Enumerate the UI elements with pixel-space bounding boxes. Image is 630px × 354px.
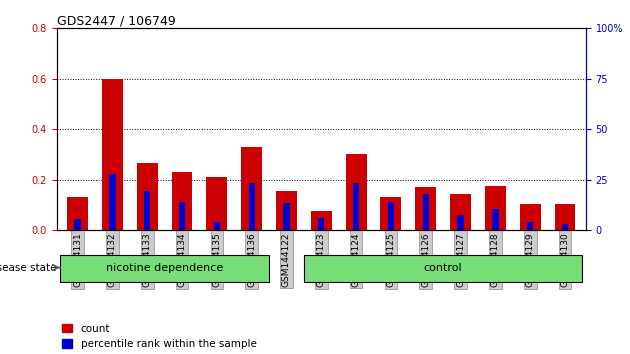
Bar bbox=[346, 154, 367, 230]
Text: GSM144132: GSM144132 bbox=[108, 232, 117, 287]
Text: control: control bbox=[424, 263, 462, 273]
Bar bbox=[520, 204, 541, 230]
Bar bbox=[276, 191, 297, 230]
Text: GSM144134: GSM144134 bbox=[178, 232, 186, 287]
Text: GSM144128: GSM144128 bbox=[491, 232, 500, 287]
Text: GDS2447 / 106749: GDS2447 / 106749 bbox=[57, 14, 175, 27]
Text: GSM144136: GSM144136 bbox=[247, 232, 256, 287]
Bar bbox=[144, 191, 151, 230]
Bar bbox=[423, 194, 429, 230]
Bar bbox=[485, 186, 506, 230]
Bar bbox=[102, 79, 123, 230]
Bar bbox=[67, 197, 88, 230]
Bar bbox=[304, 255, 582, 282]
Text: GSM144123: GSM144123 bbox=[317, 232, 326, 287]
Text: GSM144133: GSM144133 bbox=[143, 232, 152, 287]
Text: GSM144135: GSM144135 bbox=[212, 232, 221, 287]
Text: GSM144127: GSM144127 bbox=[456, 232, 465, 287]
Bar bbox=[450, 194, 471, 230]
Bar bbox=[318, 218, 324, 230]
Text: GSM144122: GSM144122 bbox=[282, 232, 291, 287]
Text: GSM144129: GSM144129 bbox=[525, 232, 535, 287]
Bar bbox=[241, 147, 262, 230]
Bar bbox=[214, 222, 220, 230]
Bar bbox=[248, 183, 255, 230]
Text: GSM144125: GSM144125 bbox=[386, 232, 396, 287]
Bar bbox=[492, 209, 498, 230]
Bar bbox=[381, 197, 401, 230]
Bar bbox=[137, 163, 158, 230]
Legend: count, percentile rank within the sample: count, percentile rank within the sample bbox=[62, 324, 256, 349]
Bar bbox=[74, 219, 81, 230]
Bar bbox=[527, 222, 534, 230]
Bar bbox=[457, 215, 464, 230]
Text: GSM144130: GSM144130 bbox=[561, 232, 570, 287]
Text: GSM144131: GSM144131 bbox=[73, 232, 82, 287]
Bar bbox=[179, 202, 185, 230]
Text: GSM144124: GSM144124 bbox=[352, 232, 360, 287]
Bar bbox=[60, 255, 269, 282]
Bar bbox=[207, 177, 227, 230]
Text: disease state: disease state bbox=[0, 263, 56, 273]
Bar bbox=[109, 173, 115, 230]
Bar bbox=[554, 204, 575, 230]
Bar bbox=[171, 172, 193, 230]
Bar bbox=[353, 183, 359, 230]
Bar bbox=[388, 202, 394, 230]
Bar bbox=[562, 224, 568, 230]
Text: nicotine dependence: nicotine dependence bbox=[106, 263, 223, 273]
Bar bbox=[311, 211, 332, 230]
Bar bbox=[415, 187, 436, 230]
Bar bbox=[284, 203, 290, 230]
Text: GSM144126: GSM144126 bbox=[421, 232, 430, 287]
